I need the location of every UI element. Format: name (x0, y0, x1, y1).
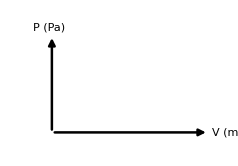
Text: V (m³): V (m³) (212, 127, 238, 137)
Text: P (Pa): P (Pa) (33, 23, 65, 33)
